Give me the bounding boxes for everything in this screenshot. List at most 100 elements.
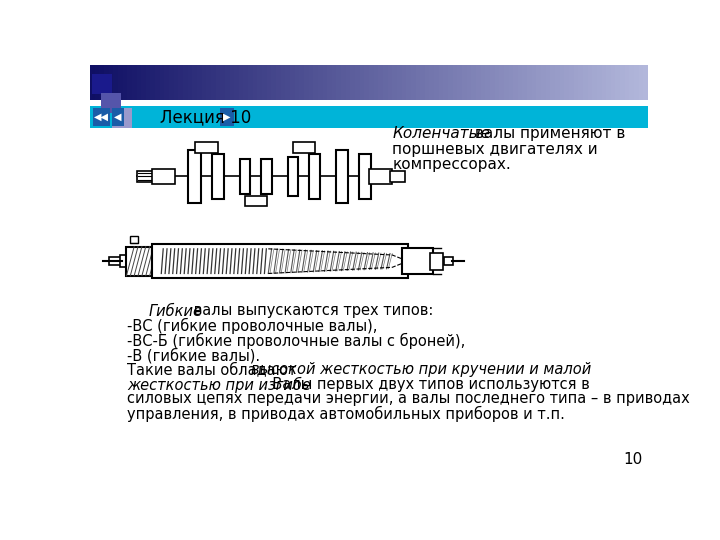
Bar [462, 65, 467, 100]
Bar [508, 65, 514, 100]
Bar [593, 65, 598, 100]
Bar [541, 65, 546, 100]
Bar [481, 65, 486, 100]
Bar [164, 65, 170, 100]
Bar [318, 65, 323, 100]
Bar [387, 65, 393, 100]
Bar [126, 247, 152, 276]
Bar [616, 65, 621, 100]
Bar [189, 150, 201, 204]
Bar [155, 65, 161, 100]
Bar [313, 65, 319, 100]
Bar [644, 65, 649, 100]
Bar [574, 65, 579, 100]
Bar [285, 65, 291, 100]
Bar [239, 65, 244, 100]
Bar [639, 65, 644, 100]
Bar [364, 65, 370, 100]
Bar [169, 65, 174, 100]
Bar [202, 65, 207, 100]
Text: -В (гибкие валы).: -В (гибкие валы). [127, 347, 261, 363]
Bar [113, 65, 119, 100]
Bar [253, 65, 258, 100]
Bar [392, 65, 397, 100]
Bar [220, 65, 225, 100]
Bar [559, 65, 565, 100]
Bar [120, 255, 127, 267]
Bar [336, 65, 342, 100]
Bar [240, 159, 251, 194]
Text: управления, в приводах автомобильных приборов и т.п.: управления, в приводах автомобильных при… [127, 406, 565, 422]
Text: . Валы первых двух типов используются в: . Валы первых двух типов используются в [263, 377, 590, 392]
Bar [225, 65, 230, 100]
Bar [499, 65, 505, 100]
Bar [588, 65, 593, 100]
Bar [369, 65, 374, 100]
Bar [355, 65, 361, 100]
Bar [476, 65, 482, 100]
Bar [629, 65, 635, 100]
Bar [369, 169, 392, 184]
Bar [220, 108, 234, 126]
Bar [453, 65, 458, 100]
Bar [93, 108, 110, 126]
Bar [569, 65, 575, 100]
Bar [104, 65, 109, 100]
Bar [271, 65, 276, 100]
Bar [374, 65, 379, 100]
Bar [327, 65, 333, 100]
Bar [300, 65, 305, 100]
Bar [212, 154, 224, 199]
Bar [118, 65, 123, 100]
Text: 10: 10 [623, 452, 642, 467]
Text: валы выпускаются трех типов:: валы выпускаются трех типов: [189, 303, 433, 319]
Bar [564, 65, 570, 100]
Bar [341, 65, 346, 100]
Bar [550, 65, 556, 100]
Bar [310, 154, 320, 199]
Bar [555, 65, 560, 100]
Bar [346, 65, 351, 100]
Bar [429, 65, 435, 100]
Bar [351, 65, 356, 100]
Bar [448, 65, 454, 100]
Bar [197, 65, 202, 100]
Bar [160, 65, 165, 100]
Bar [431, 253, 443, 269]
Bar [495, 65, 500, 100]
Bar [183, 65, 189, 100]
Bar [444, 65, 449, 100]
Bar [578, 65, 584, 100]
Bar [490, 65, 495, 100]
Bar [359, 154, 372, 199]
Text: высокой жесткостью при кручении и малой: высокой жесткостью при кручении и малой [251, 362, 591, 377]
Bar [625, 65, 630, 100]
Bar [90, 106, 648, 128]
Bar [215, 65, 221, 100]
Bar [504, 65, 509, 100]
Bar [179, 65, 184, 100]
Text: Лекция 10: Лекция 10 [160, 108, 251, 126]
Bar [620, 65, 626, 100]
Bar [402, 65, 407, 100]
Bar [141, 65, 147, 100]
Bar [606, 65, 611, 100]
Bar [130, 236, 138, 244]
Bar [94, 65, 100, 100]
Bar [425, 65, 431, 100]
Bar [415, 65, 421, 100]
Bar [383, 65, 388, 100]
Bar [211, 65, 216, 100]
Bar [378, 65, 384, 100]
Bar [262, 65, 267, 100]
Text: Коленчатые: Коленчатые [392, 126, 490, 141]
Bar [276, 65, 282, 100]
Bar [245, 197, 266, 206]
Bar [112, 108, 124, 126]
Bar [109, 65, 114, 100]
Bar [281, 65, 286, 100]
Bar [546, 65, 551, 100]
Bar [332, 65, 337, 100]
Text: компрессорах.: компрессорах. [392, 157, 511, 172]
Bar [150, 65, 156, 100]
